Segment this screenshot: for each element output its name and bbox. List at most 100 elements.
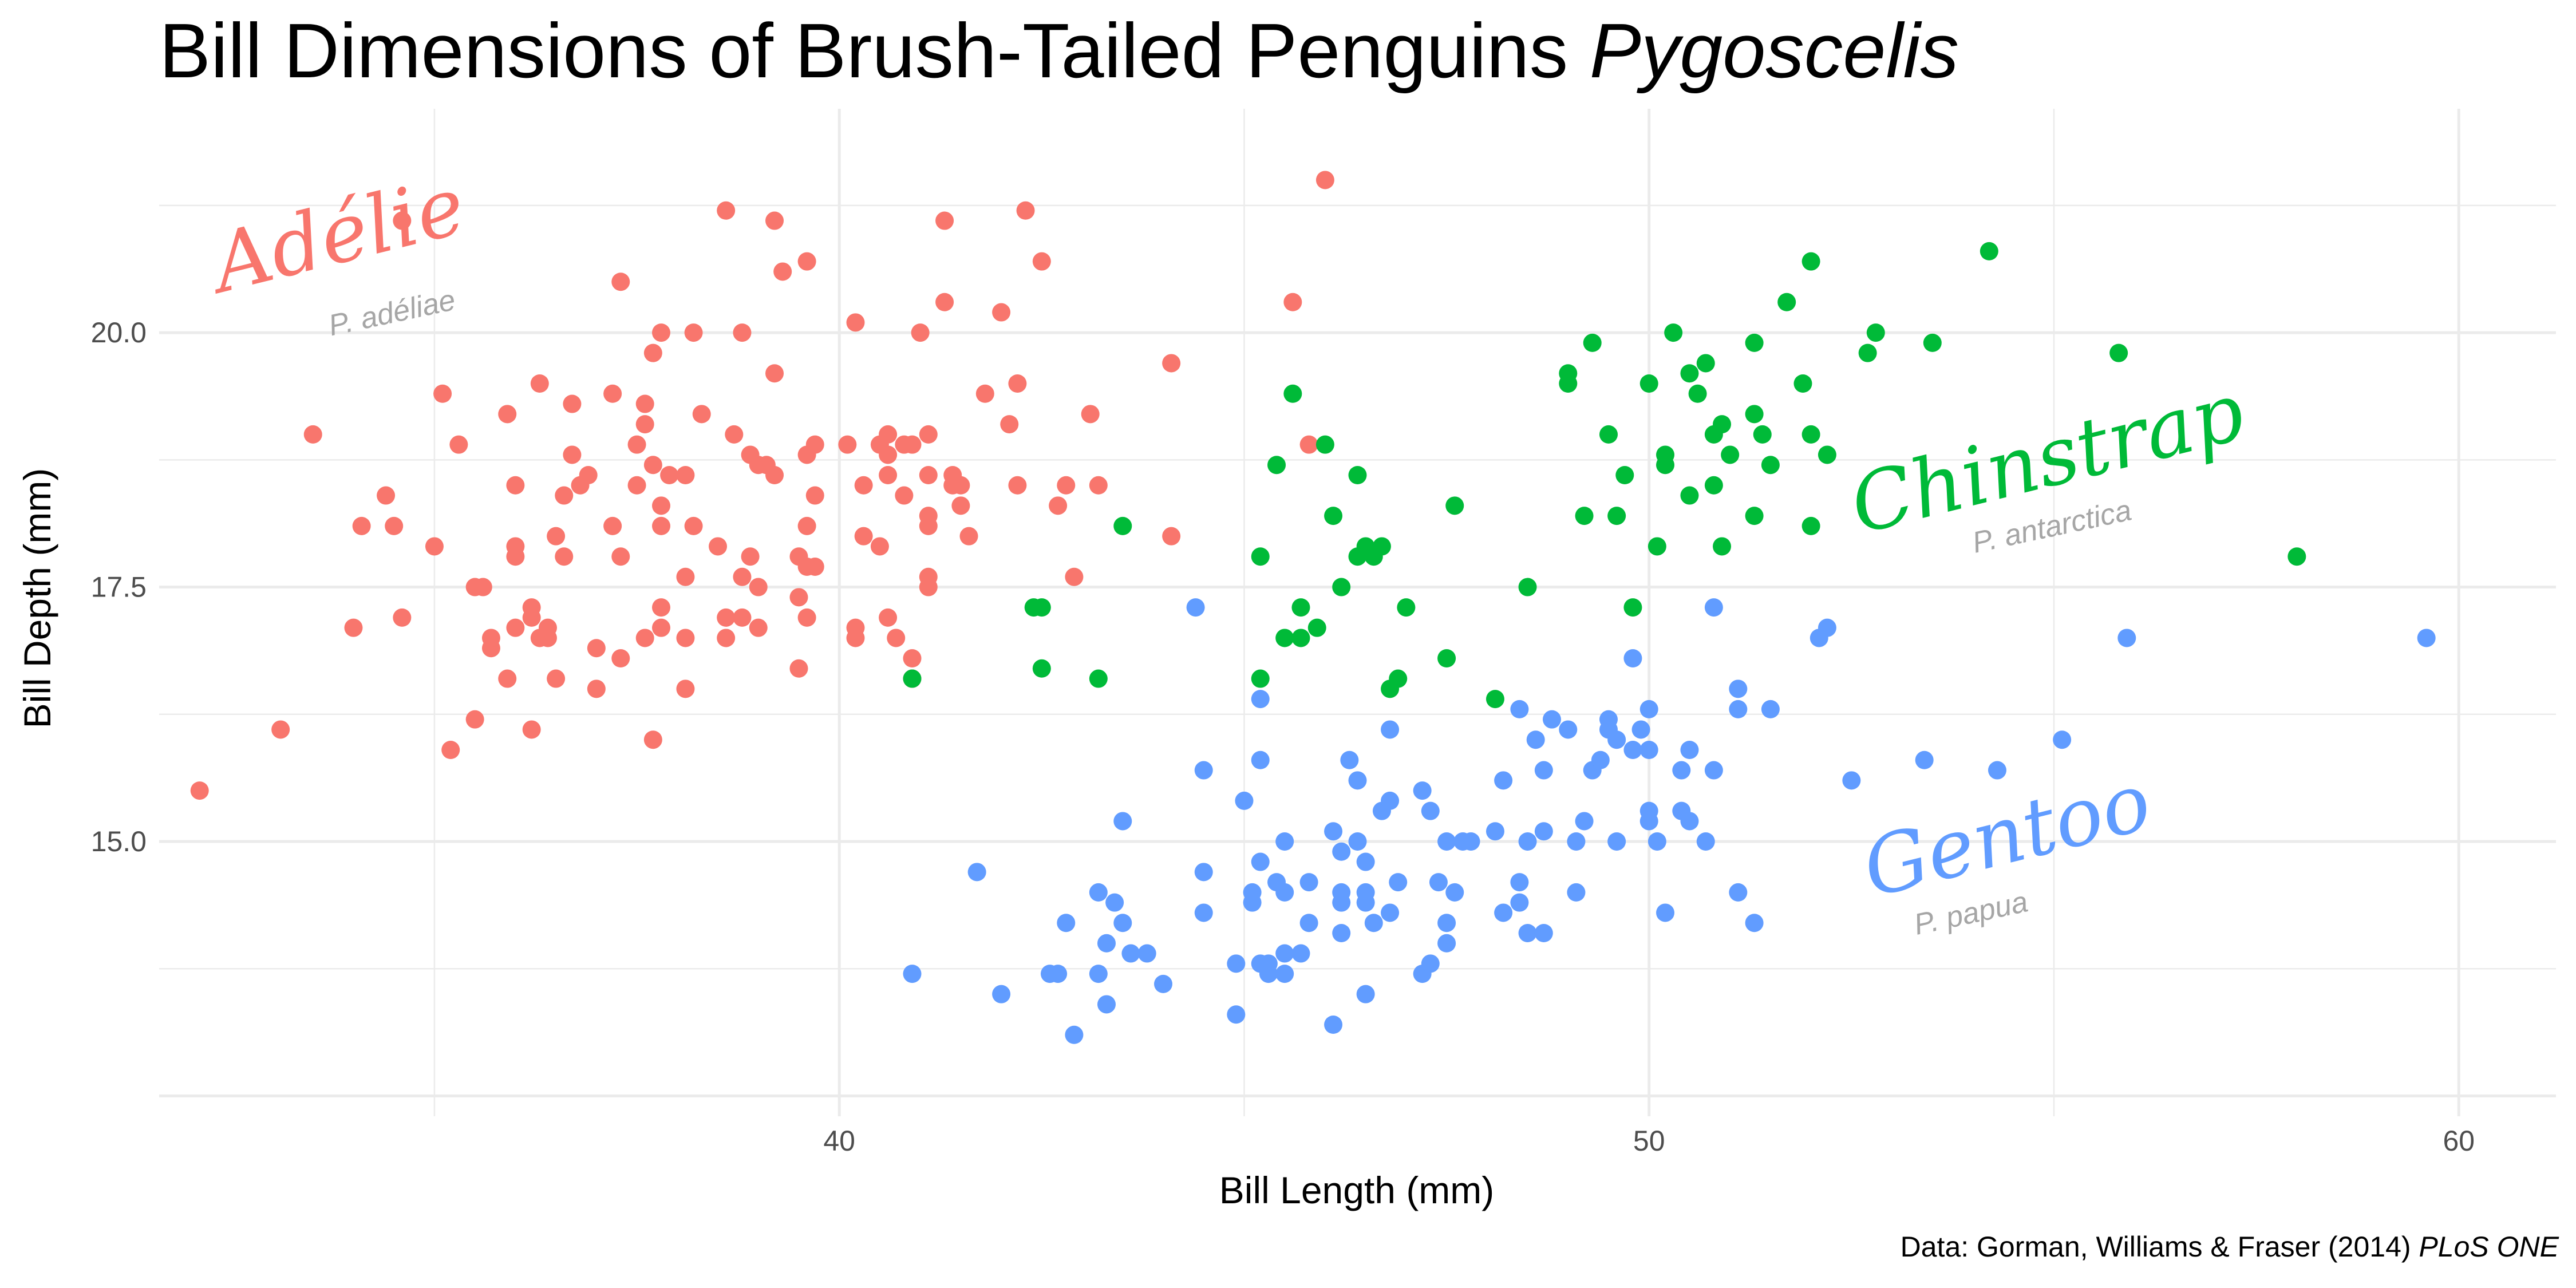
data-point (870, 537, 889, 556)
data-point (1332, 578, 1351, 596)
data-point (1518, 832, 1537, 851)
data-point (838, 435, 857, 454)
data-point (1599, 710, 1618, 729)
data-point (951, 496, 970, 515)
data-point (1267, 456, 1286, 475)
data-point (1381, 791, 1400, 810)
data-point (1032, 252, 1051, 271)
data-point (635, 415, 654, 434)
data-point (1445, 496, 1464, 515)
data-point (1591, 750, 1610, 769)
data-point (959, 527, 978, 546)
data-point (1291, 629, 1310, 647)
data-point (1713, 537, 1732, 556)
data-point (1559, 364, 1578, 383)
data-point (473, 578, 492, 596)
data-point (1494, 903, 1513, 922)
data-point (190, 781, 209, 800)
data-point (1251, 690, 1270, 709)
data-point (749, 578, 768, 596)
data-point (498, 669, 517, 688)
data-point (1704, 598, 1723, 617)
x-tick-label: 50 (1633, 1125, 1665, 1157)
data-point (1259, 954, 1278, 973)
data-point (749, 618, 768, 637)
data-point (1315, 171, 1334, 189)
data-point (1389, 669, 1408, 688)
data-point (676, 567, 695, 586)
data-point (1324, 822, 1343, 841)
data-point (1615, 466, 1634, 484)
data-point (303, 425, 322, 444)
data-point (676, 466, 695, 484)
data-point (992, 985, 1011, 1003)
data-point (1381, 903, 1400, 922)
data-point (717, 608, 736, 627)
data-point (741, 547, 760, 566)
data-point (1032, 598, 1051, 617)
data-point (1307, 618, 1326, 637)
data-point (1413, 781, 1432, 800)
data-point (2109, 343, 2128, 362)
data-point (1097, 934, 1116, 953)
data-point (1275, 944, 1294, 963)
data-point (935, 211, 954, 230)
data-point (522, 598, 541, 617)
caption: Data: Gorman, Williams & Fraser (2014) P… (1901, 1231, 2559, 1263)
data-point (692, 405, 711, 424)
data-point (563, 394, 582, 413)
data-point (1437, 914, 1456, 933)
data-point (652, 496, 671, 515)
data-point (1866, 323, 1885, 342)
data-point (1745, 914, 1764, 933)
data-point (951, 476, 970, 495)
data-point (1542, 710, 1561, 729)
data-point (1818, 445, 1836, 464)
data-point (377, 486, 396, 505)
data-point (1623, 598, 1642, 617)
data-point (1437, 832, 1456, 851)
data-point (1672, 761, 1691, 780)
data-point (1567, 832, 1586, 851)
data-point (1299, 873, 1318, 892)
data-point (1510, 873, 1529, 892)
data-point (611, 272, 630, 291)
data-point (1729, 883, 1748, 902)
data-point (1356, 985, 1375, 1003)
data-point (425, 537, 444, 556)
data-point (1583, 333, 1602, 352)
data-point (684, 323, 703, 342)
data-point (1713, 415, 1732, 434)
data-point (1113, 914, 1132, 933)
data-point (441, 741, 460, 759)
data-point (433, 384, 452, 403)
data-point (1842, 771, 1861, 790)
data-point (1696, 832, 1715, 851)
data-point (1777, 293, 1796, 311)
data-point (635, 629, 654, 647)
data-point (611, 649, 630, 667)
data-point (643, 343, 662, 362)
data-point (1097, 995, 1116, 1014)
data-point (652, 618, 671, 637)
data-point (1324, 507, 1343, 526)
data-point (1494, 771, 1513, 790)
data-point (1194, 761, 1213, 780)
data-point (587, 639, 606, 658)
data-point (1647, 537, 1666, 556)
data-point (1761, 700, 1780, 718)
data-point (1049, 965, 1068, 983)
data-point (1235, 791, 1254, 810)
data-point (1704, 761, 1723, 780)
data-point (1008, 476, 1027, 495)
data-point (919, 425, 938, 444)
data-point (1057, 476, 1076, 495)
data-point (1696, 354, 1715, 373)
data-point (797, 252, 816, 271)
data-point (805, 435, 824, 454)
data-point (1421, 801, 1440, 820)
data-point (652, 516, 671, 535)
data-point (1599, 425, 1618, 444)
data-point (879, 425, 898, 444)
data-point (1397, 598, 1416, 617)
